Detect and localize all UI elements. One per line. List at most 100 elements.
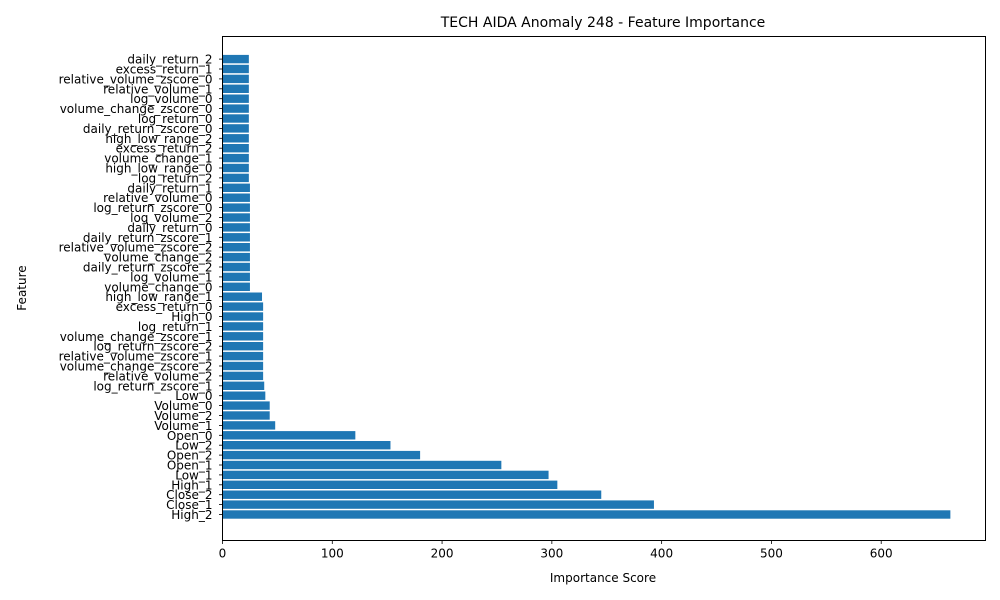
y-tick-label: daily_return_1 [127, 181, 212, 195]
bar-excess_return_1 [222, 64, 249, 74]
bar-excess_return_0 [222, 302, 264, 311]
chart-title: TECH AIDA Anomaly 248 - Feature Importan… [440, 15, 766, 31]
y-tick-label: daily_return_2 [127, 53, 212, 67]
bar-relative_volume_0 [222, 193, 250, 202]
bar-High_0 [222, 312, 264, 321]
bar-volume_change_zscore_2 [222, 361, 264, 371]
y-tick-label: log_volume_2 [130, 211, 212, 225]
y-tick-label: Volume_0 [154, 399, 212, 413]
x-tick-label: 500 [760, 547, 783, 561]
y-tick-label: Volume_2 [154, 409, 212, 423]
bar-Low_1 [222, 470, 549, 480]
y-axis-label: Feature [15, 265, 29, 310]
bar-daily_return_1 [222, 183, 250, 192]
y-tick-label: Low_2 [175, 439, 212, 453]
y-tick-label: high_low_range_1 [105, 290, 212, 304]
y-tick-label: volume_change_zscore_0 [60, 102, 213, 116]
x-tick-label: 600 [870, 547, 893, 561]
plot-frame [222, 36, 986, 541]
x-ticks-group: 0 100 200 300 400 500 600 [219, 540, 893, 561]
bar-relative_volume_zscore_0 [222, 74, 249, 84]
bar-Open_2 [222, 450, 421, 460]
bar-Close_1 [222, 500, 654, 509]
x-tick-label: 0 [219, 547, 227, 561]
bar-Open_1 [222, 460, 502, 470]
bar-log_return_zscore_0 [222, 203, 250, 212]
y-tick-label: daily_return_0 [127, 221, 212, 235]
bar-relative_volume_zscore_2 [222, 243, 250, 252]
x-tick-label: 100 [321, 547, 344, 561]
bar-log_return_2 [222, 173, 249, 183]
y-tick-label: log_return_zscore_1 [93, 379, 212, 393]
bar-volume_change_zscore_0 [222, 104, 249, 113]
y-tick-label: volume_change_zscore_1 [60, 330, 213, 344]
y-tick-label: relative_volume_2 [103, 369, 212, 383]
bar-Open_0 [222, 431, 356, 440]
bar-Close_2 [222, 490, 602, 499]
y-tick-label: volume_change_zscore_2 [60, 360, 213, 374]
x-tick-label: 300 [540, 547, 563, 561]
bar-volume_change_0 [222, 282, 250, 291]
bar-relative_volume_1 [222, 84, 249, 93]
y-tick-label: Low_0 [175, 389, 212, 403]
bar-daily_return_zscore_2 [222, 262, 250, 272]
bar-log_return_0 [222, 114, 249, 123]
y-tick-label: volume_change_0 [104, 280, 212, 294]
y-tick-label: Close_1 [166, 498, 212, 512]
bar-daily_return_0 [222, 223, 250, 232]
bar-daily_return_zscore_0 [222, 124, 249, 133]
bars-group [222, 54, 951, 519]
y-tick-label: log_return_zscore_0 [93, 201, 212, 215]
y-tick-label: daily_return_zscore_1 [83, 231, 213, 245]
bar-Volume_0 [222, 401, 270, 410]
y-tick-label: volume_change_1 [104, 152, 212, 166]
x-tick-label: 200 [431, 547, 454, 561]
bar-log_return_zscore_2 [222, 342, 264, 351]
y-tick-label: Open_1 [167, 459, 213, 473]
y-tick-label: high_low_range_0 [105, 162, 212, 176]
y-tick-label: daily_return_zscore_2 [83, 261, 213, 275]
bar-High_2 [222, 510, 951, 519]
bar-Volume_2 [222, 411, 270, 420]
bar-high_low_range_1 [222, 292, 263, 301]
y-tick-label: log_return_zscore_2 [93, 340, 212, 354]
bar-high_low_range_0 [222, 163, 249, 173]
bar-daily_return_zscore_1 [222, 233, 250, 242]
y-tick-label: relative_volume_zscore_1 [59, 350, 213, 364]
y-tick-label: relative_volume_zscore_2 [59, 241, 213, 255]
y-tick-label: Volume_1 [154, 419, 212, 433]
y-tick-label: log_return_1 [138, 320, 213, 334]
bar-Low_0 [222, 391, 266, 400]
y-tick-label: daily_return_zscore_0 [83, 122, 213, 136]
x-tick-label: 400 [650, 547, 673, 561]
y-tick-label: Open_2 [167, 449, 213, 463]
bar-log_return_zscore_1 [222, 381, 265, 390]
bar-log_volume_1 [222, 272, 250, 282]
y-tick-label: High_2 [171, 508, 212, 522]
bar-excess_return_2 [222, 144, 249, 153]
y-tick-label: Close_2 [166, 488, 212, 502]
bar-volume_change_2 [222, 252, 250, 262]
bar-volume_change_1 [222, 153, 249, 163]
y-tick-label: High_0 [171, 310, 212, 324]
y-ticks-group: High_2Close_1Close_2High_1Low_1Open_1Ope… [59, 53, 223, 522]
y-tick-label: log_volume_0 [130, 92, 212, 106]
bar-Volume_1 [222, 421, 276, 430]
y-tick-label: excess_return_1 [116, 63, 213, 77]
bar-relative_volume_zscore_1 [222, 351, 264, 361]
bar-high_low_range_2 [222, 134, 249, 143]
y-tick-label: relative_volume_1 [103, 82, 212, 96]
y-tick-label: log_return_2 [138, 171, 213, 185]
bar-relative_volume_2 [222, 371, 264, 381]
bar-volume_change_zscore_1 [222, 332, 264, 341]
bar-log_volume_0 [222, 94, 249, 103]
bar-High_1 [222, 480, 558, 489]
y-tick-label: Open_0 [167, 429, 213, 443]
bar-log_volume_2 [222, 213, 250, 222]
y-tick-label: volume_change_2 [104, 251, 212, 265]
x-axis-label: Importance Score [550, 571, 656, 585]
y-tick-label: relative_volume_0 [103, 191, 212, 205]
y-tick-label: high_low_range_2 [105, 132, 212, 146]
